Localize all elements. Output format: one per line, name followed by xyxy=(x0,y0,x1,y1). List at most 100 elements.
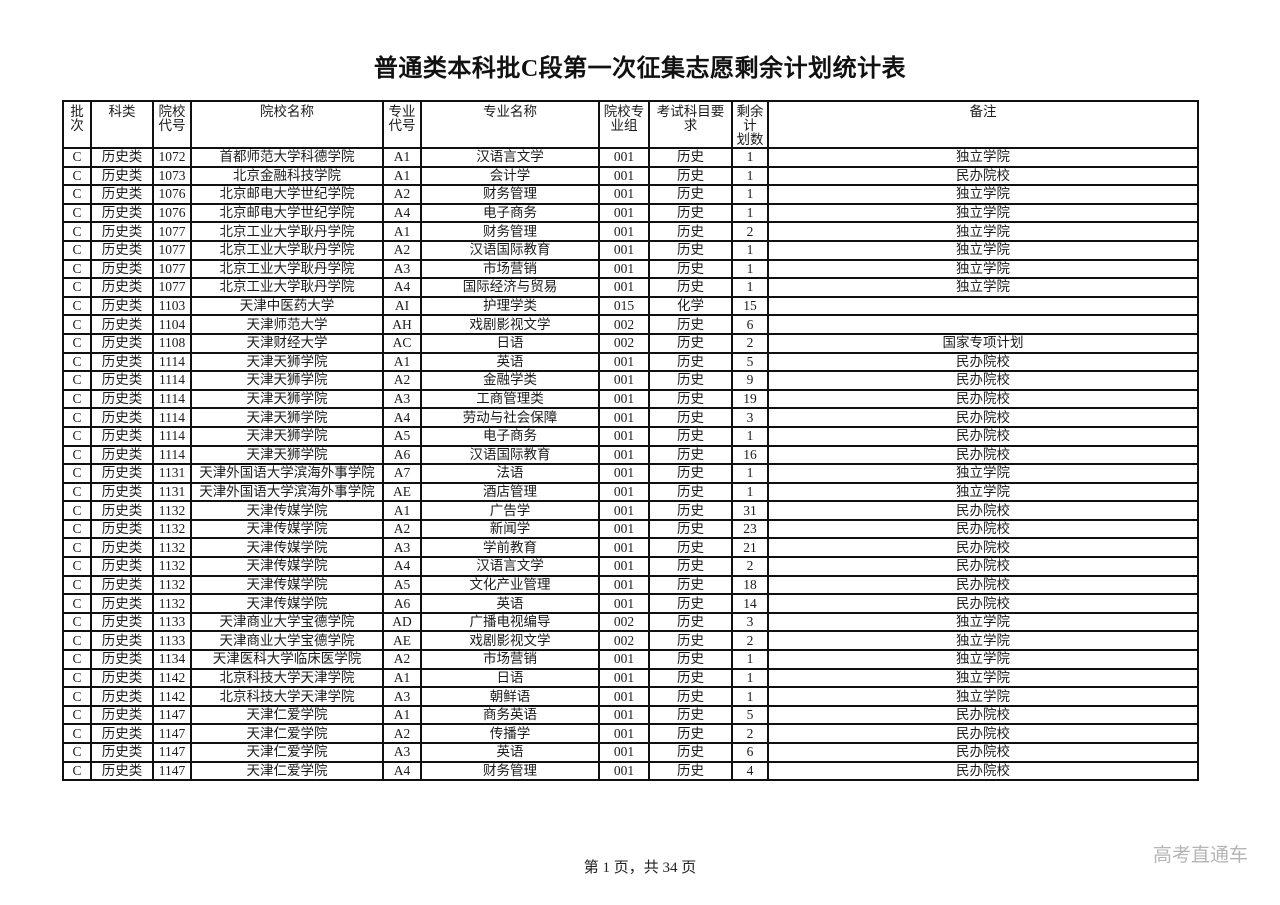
cell-school_name: 北京金融科技学院 xyxy=(190,165,384,187)
cell-subject_req: 历史 xyxy=(648,481,733,503)
cell-major_name: 市场营销 xyxy=(420,649,600,670)
table-row: C 历史类 1142 北京科技大学天津学院 A3 朝鲜语 001 历史 1 独立学院 xyxy=(62,686,1199,707)
cell-major_code: A1 xyxy=(382,500,422,521)
cell-batch: C xyxy=(62,239,92,261)
cell-batch: C xyxy=(62,630,92,652)
cell-group: 001 xyxy=(598,686,650,707)
cell-category: 历史类 xyxy=(90,463,154,484)
cell-category: 历史类 xyxy=(90,314,154,335)
table-row: C 历史类 1132 天津传媒学院 A4 汉语言文学 001 历史 2 民办院校 xyxy=(62,556,1199,577)
cell-category: 历史类 xyxy=(90,444,154,466)
cell-school_code: 1132 xyxy=(152,574,192,596)
cell-note: 民办院校 xyxy=(767,574,1199,596)
cell-school_code: 1114 xyxy=(152,388,192,410)
cell-school_name: 天津仁爱学院 xyxy=(190,760,384,782)
cell-major_code: AC xyxy=(382,332,422,354)
cell-batch: C xyxy=(62,184,92,205)
cell-batch: C xyxy=(62,425,92,447)
cell-school_code: 1132 xyxy=(152,537,192,559)
cell-category: 历史类 xyxy=(90,518,154,540)
cell-group: 001 xyxy=(598,574,650,596)
cell-category: 历史类 xyxy=(90,667,154,689)
column-header-major_code: 专业 代号 xyxy=(382,100,422,149)
cell-subject_req: 历史 xyxy=(648,518,733,540)
cell-batch: C xyxy=(62,574,92,596)
table-row: C 历史类 1077 北京工业大学耿丹学院 A2 汉语国际教育 001 历史 1 独立学院 xyxy=(62,239,1199,261)
cell-school_code: 1073 xyxy=(152,165,192,187)
cell-school_name: 北京邮电大学世纪学院 xyxy=(190,202,384,224)
cell-group: 015 xyxy=(598,295,650,317)
cell-group: 001 xyxy=(598,407,650,428)
cell-school_code: 1133 xyxy=(152,630,192,652)
remaining-plan-table: 批次 科类 院校 代号 院校名称 专业 代号 专业名称 院校专 业组 考试科目要求 剩余计 划数… xyxy=(62,100,1199,782)
cell-category: 历史类 xyxy=(90,407,154,428)
cell-major_name: 学前教育 xyxy=(420,537,600,559)
column-header-batch: 批次 xyxy=(62,100,92,149)
cell-group: 001 xyxy=(598,667,650,689)
cell-batch: C xyxy=(62,463,92,484)
table-row: C 历史类 1132 天津传媒学院 A2 新闻学 001 历史 23 民办院校 xyxy=(62,518,1199,540)
cell-remaining: 6 xyxy=(731,742,769,763)
cell-category: 历史类 xyxy=(90,760,154,782)
cell-major_name: 文化产业管理 xyxy=(420,574,600,596)
cell-batch: C xyxy=(62,742,92,763)
table-row: C 历史类 1114 天津天狮学院 A4 劳动与社会保障 001 历史 3 民办院校 xyxy=(62,407,1199,428)
cell-group: 001 xyxy=(598,760,650,782)
table-row: C 历史类 1073 北京金融科技学院 A1 会计学 001 历史 1 民办院校 xyxy=(62,165,1199,187)
cell-subject_req: 历史 xyxy=(648,370,733,391)
cell-major_code: A2 xyxy=(382,370,422,391)
cell-remaining: 2 xyxy=(731,630,769,652)
cell-batch: C xyxy=(62,277,92,298)
cell-major_code: AD xyxy=(382,611,422,633)
cell-subject_req: 历史 xyxy=(648,184,733,205)
cell-school_name: 天津仁爱学院 xyxy=(190,742,384,763)
cell-major_name: 劳动与社会保障 xyxy=(420,407,600,428)
cell-major_name: 广播电视编导 xyxy=(420,611,600,633)
cell-major_code: A1 xyxy=(382,221,422,242)
cell-school_name: 天津天狮学院 xyxy=(190,407,384,428)
cell-major_name: 电子商务 xyxy=(420,425,600,447)
cell-group: 001 xyxy=(598,258,650,280)
cell-school_name: 天津师范大学 xyxy=(190,314,384,335)
cell-school_code: 1077 xyxy=(152,277,192,298)
cell-major_code: A6 xyxy=(382,593,422,614)
cell-batch: C xyxy=(62,518,92,540)
cell-school_name: 北京工业大学耿丹学院 xyxy=(190,277,384,298)
cell-school_name: 北京工业大学耿丹学院 xyxy=(190,258,384,280)
cell-group: 001 xyxy=(598,481,650,503)
cell-major_code: A3 xyxy=(382,537,422,559)
cell-school_code: 1114 xyxy=(152,407,192,428)
table-row: C 历史类 1133 天津商业大学宝德学院 AD 广播电视编导 002 历史 3 独立学院 xyxy=(62,611,1199,633)
cell-school_code: 1077 xyxy=(152,239,192,261)
table-row: C 历史类 1114 天津天狮学院 A2 金融学类 001 历史 9 民办院校 xyxy=(62,370,1199,391)
cell-note: 民办院校 xyxy=(767,165,1199,187)
cell-category: 历史类 xyxy=(90,611,154,633)
cell-batch: C xyxy=(62,537,92,559)
cell-school_name: 天津天狮学院 xyxy=(190,351,384,373)
column-header-note: 备注 xyxy=(767,100,1199,149)
cell-subject_req: 历史 xyxy=(648,332,733,354)
table-row: C 历史类 1114 天津天狮学院 A3 工商管理类 001 历史 19 民办院校 xyxy=(62,388,1199,410)
cell-group: 001 xyxy=(598,277,650,298)
cell-batch: C xyxy=(62,667,92,689)
cell-school_code: 1103 xyxy=(152,295,192,317)
cell-subject_req: 历史 xyxy=(648,537,733,559)
cell-remaining: 16 xyxy=(731,444,769,466)
cell-school_code: 1114 xyxy=(152,370,192,391)
cell-major_code: A1 xyxy=(382,667,422,689)
cell-school_code: 1134 xyxy=(152,649,192,670)
table-row: C 历史类 1142 北京科技大学天津学院 A1 日语 001 历史 1 独立学院 xyxy=(62,667,1199,689)
cell-remaining: 6 xyxy=(731,314,769,335)
cell-major_code: A6 xyxy=(382,444,422,466)
cell-note: 民办院校 xyxy=(767,388,1199,410)
cell-batch: C xyxy=(62,202,92,224)
cell-subject_req: 化学 xyxy=(648,295,733,317)
cell-major_code: A2 xyxy=(382,518,422,540)
page-title: 普通类本科批C段第一次征集志愿剩余计划统计表 xyxy=(373,56,907,82)
cell-school_name: 天津中医药大学 xyxy=(190,295,384,317)
table-row: C 历史类 1132 天津传媒学院 A6 英语 001 历史 14 民办院校 xyxy=(62,593,1199,614)
cell-subject_req: 历史 xyxy=(648,593,733,614)
cell-school_code: 1131 xyxy=(152,481,192,503)
cell-major_code: AE xyxy=(382,630,422,652)
cell-subject_req: 历史 xyxy=(648,165,733,187)
